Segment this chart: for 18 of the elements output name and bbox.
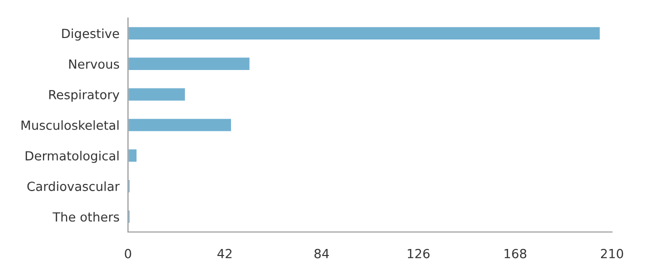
bar [128,26,602,41]
y-tick-label: Nervous [69,59,120,69]
bar [128,56,251,72]
x-tick-label: 126 [408,248,430,258]
x-tick-label: 210 [600,248,624,258]
y-tick-label: Dermatological [26,150,118,163]
x-tick-label: 84 [314,248,329,258]
x-tick-label: 0 [124,248,132,258]
y-tick-label: Respiratory [49,90,120,102]
x-tick-label: 168 [504,248,526,258]
y-tick-label: The others [52,212,120,222]
bar [128,148,138,164]
bar [128,117,232,133]
y-tick-label: Cardiovascular [27,181,120,192]
y-tick-label: Digestive [62,28,119,41]
y-tick-label: Musculoskeletal [22,120,118,130]
x-tick-label: 42 [217,248,232,258]
bar [128,86,186,102]
